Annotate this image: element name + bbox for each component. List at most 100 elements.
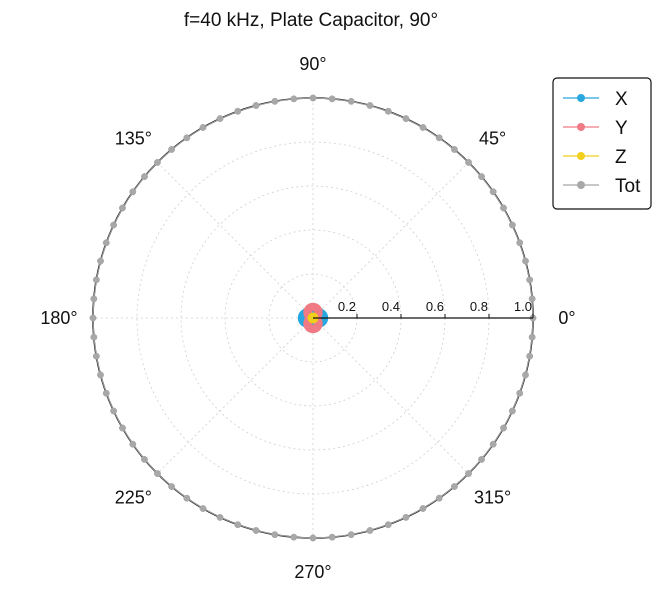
angle-label: 270° <box>294 562 331 582</box>
data-point <box>528 295 536 303</box>
data-point <box>234 521 242 529</box>
data-point <box>141 173 148 180</box>
legend: XYZ Tot <box>552 77 652 210</box>
data-point <box>384 521 392 529</box>
legend-marker <box>577 152 585 160</box>
data-point <box>451 483 458 490</box>
data-point <box>402 115 410 123</box>
data-point <box>516 389 524 397</box>
data-point <box>154 159 161 166</box>
radial-tick-label: 0.8 <box>470 299 488 314</box>
data-point <box>141 456 148 463</box>
data-point <box>528 333 536 341</box>
data-point <box>199 505 207 512</box>
legend-box <box>552 77 652 210</box>
radial-tick-label: 0.2 <box>338 299 356 314</box>
legend-item-x: X <box>563 89 628 110</box>
data-point <box>419 124 427 131</box>
data-point <box>526 276 534 284</box>
data-point <box>290 533 298 541</box>
data-point <box>102 389 110 397</box>
data-point <box>183 494 191 502</box>
angle-label: 135° <box>115 128 152 148</box>
data-point <box>522 371 529 379</box>
data-point <box>419 505 427 512</box>
data-point <box>489 188 497 196</box>
data-point <box>435 134 443 142</box>
data-point <box>271 531 279 539</box>
data-point <box>110 407 118 415</box>
data-point <box>328 95 336 103</box>
data-point <box>119 204 126 212</box>
legend-item-z: Z <box>563 147 627 168</box>
data-point <box>290 95 298 103</box>
legend-label: Y <box>615 118 628 139</box>
chart-title: f=40 kHz, Plate Capacitor, 90° <box>184 10 438 31</box>
data-point <box>110 221 118 229</box>
angle-label: 0° <box>558 308 575 328</box>
data-point <box>508 407 516 415</box>
data-point <box>516 239 524 247</box>
data-point <box>522 257 529 265</box>
data-point <box>309 94 317 102</box>
data-point <box>309 534 317 542</box>
data-point <box>90 333 98 341</box>
legend-item-y: Y <box>563 118 628 139</box>
data-point <box>129 440 137 448</box>
data-point <box>102 239 110 247</box>
data-point <box>347 97 355 105</box>
data-point <box>89 314 97 322</box>
data-point <box>119 424 126 432</box>
data-point <box>199 124 207 131</box>
data-point <box>129 188 137 196</box>
radial-tick-label: 0.4 <box>382 299 400 314</box>
data-point <box>402 513 410 521</box>
legend-item-tot: Tot <box>563 176 641 197</box>
data-point <box>489 440 497 448</box>
data-point <box>97 371 104 379</box>
data-point <box>168 483 175 490</box>
data-point <box>183 134 191 142</box>
data-point <box>216 513 224 521</box>
data-point <box>478 173 485 180</box>
data-point <box>252 527 260 534</box>
data-point <box>271 97 279 105</box>
angle-label: 180° <box>40 308 77 328</box>
data-point <box>90 295 98 303</box>
data-point <box>465 470 472 477</box>
legend-label: Z <box>615 147 627 168</box>
legend-marker <box>577 181 585 189</box>
radial-tick-label: 1.0 <box>514 299 532 314</box>
legend-marker <box>577 123 585 131</box>
legend-label: Tot <box>615 176 641 197</box>
legend-marker <box>577 94 585 102</box>
data-point <box>328 533 336 541</box>
data-point <box>154 470 161 477</box>
data-point <box>92 352 100 360</box>
angle-label: 315° <box>474 488 511 508</box>
legend-label: X <box>615 89 628 110</box>
angle-labels: 0° 45° 90° 135° 180° 225° 270° 315° <box>40 54 575 582</box>
data-point <box>384 107 392 115</box>
radial-tick-label: 0.6 <box>426 299 444 314</box>
data-point <box>435 494 443 502</box>
data-point <box>465 159 472 166</box>
angle-label: 45° <box>479 128 506 148</box>
data-point <box>508 221 516 229</box>
data-point <box>168 146 175 153</box>
data-point <box>366 102 374 109</box>
data-point <box>451 146 458 153</box>
data-point <box>216 115 224 123</box>
angle-label: 225° <box>115 488 152 508</box>
data-point <box>347 531 355 539</box>
data-point <box>500 204 507 212</box>
data-point <box>234 107 242 115</box>
data-point <box>526 352 534 360</box>
data-point <box>252 102 260 109</box>
data-point <box>92 276 100 284</box>
data-point <box>478 456 485 463</box>
series-tot <box>89 94 537 542</box>
data-point <box>97 257 104 265</box>
series-z <box>307 312 319 324</box>
